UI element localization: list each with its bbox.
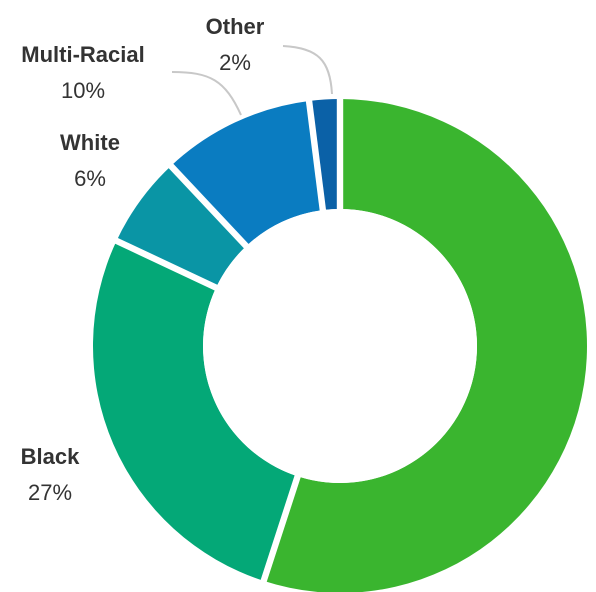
slice-label-other: Other: [206, 14, 265, 39]
donut-slice-unlabeled: [263, 99, 588, 592]
donut-hole: [203, 209, 477, 483]
donut-slice-white: [116, 165, 247, 288]
slice-value-other: 2%: [219, 50, 251, 75]
slice-value-white: 6%: [74, 166, 106, 191]
donut-slice-multi-racial: [170, 100, 323, 247]
leader-line-other: [282, 45, 333, 95]
donut-slice-other: [309, 99, 340, 211]
donut-slice-black: [93, 240, 298, 581]
slice-separator: [260, 473, 302, 584]
leader-line-multi-racial: [171, 71, 242, 116]
slice-label-black: Black: [21, 444, 80, 469]
slice-label-white: White: [60, 130, 120, 155]
slice-separator: [305, 98, 327, 213]
slice-label-multi-racial: Multi-Racial: [21, 42, 144, 67]
slice-separator: [113, 237, 220, 292]
slice-value-multi-racial: 10%: [61, 78, 105, 103]
slice-separator: [167, 162, 250, 250]
slice-value-black: 27%: [28, 480, 72, 505]
